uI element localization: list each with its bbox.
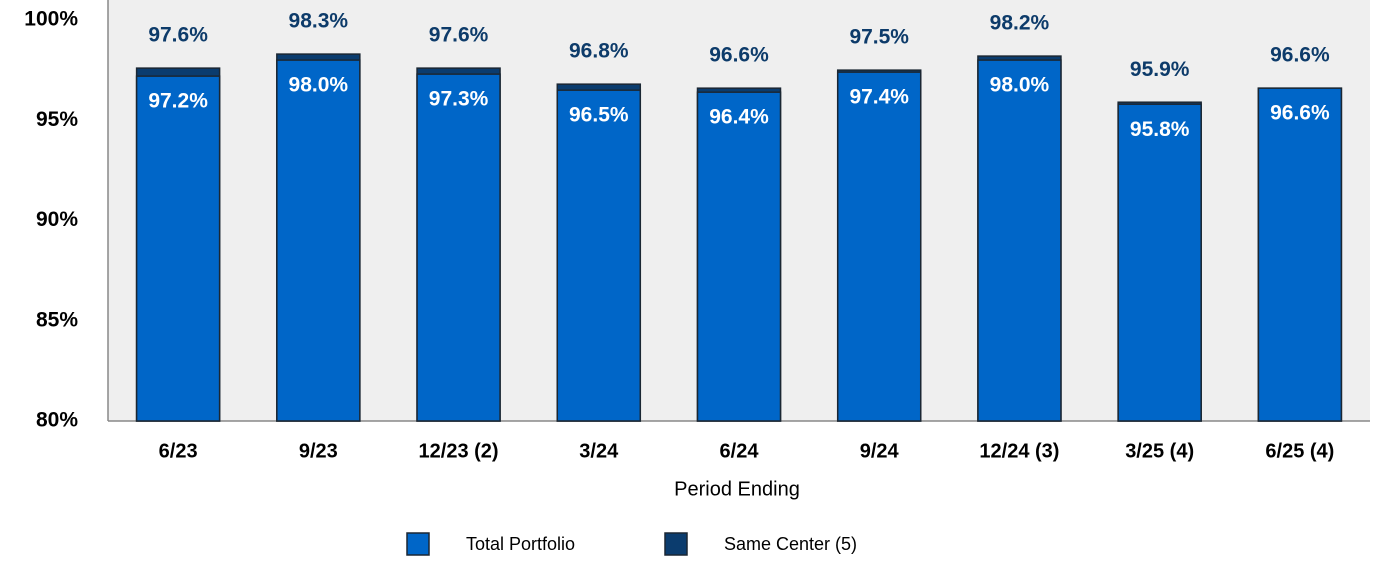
value-label: 96.6% xyxy=(1270,102,1330,125)
bar xyxy=(836,71,922,422)
bar xyxy=(276,59,361,422)
bar xyxy=(1117,103,1202,422)
x-tick-label: 3/24 xyxy=(579,440,619,462)
x-tick-label: 9/23 xyxy=(299,440,338,462)
value-label: 98.0% xyxy=(990,74,1050,97)
value-label: 96.8% xyxy=(569,40,629,63)
value-label: 95.9% xyxy=(1130,58,1190,81)
value-label: 97.2% xyxy=(148,90,208,113)
value-label: 98.0% xyxy=(289,74,349,97)
legend-label: Total Portfolio xyxy=(466,534,575,554)
y-tick-label: 100% xyxy=(24,8,78,31)
legend-label: Same Center (5) xyxy=(724,534,857,554)
legend-swatch xyxy=(406,532,430,556)
value-label: 95.8% xyxy=(1130,118,1190,141)
x-tick-label: 12/23 (2) xyxy=(419,440,499,462)
value-label: 97.3% xyxy=(429,88,489,111)
bar xyxy=(696,91,782,422)
x-tick-label: 12/24 (3) xyxy=(979,440,1059,462)
x-axis-title: Period Ending xyxy=(674,478,800,500)
value-label: 96.5% xyxy=(569,104,629,127)
y-tick-label: 90% xyxy=(36,208,78,231)
x-tick-label: 3/25 (4) xyxy=(1125,440,1194,462)
value-label: 97.4% xyxy=(849,86,909,109)
value-label: 98.2% xyxy=(990,12,1050,35)
x-tick-label: 6/24 xyxy=(720,440,760,462)
legend-swatch xyxy=(664,532,688,556)
y-tick-label: 95% xyxy=(36,108,78,131)
y-tick-label: 80% xyxy=(36,409,78,432)
value-label: 97.5% xyxy=(849,26,909,49)
bar xyxy=(416,73,501,422)
bar xyxy=(556,89,642,422)
x-tick-label: 6/23 xyxy=(159,440,198,462)
value-label: 96.4% xyxy=(709,106,769,129)
value-label: 97.6% xyxy=(429,24,489,47)
y-tick-label: 85% xyxy=(36,308,78,331)
value-label: 97.6% xyxy=(148,24,208,47)
bar xyxy=(1257,87,1343,422)
bar xyxy=(977,59,1062,422)
bar xyxy=(135,75,221,422)
value-label: 96.6% xyxy=(1270,44,1330,67)
value-label: 98.3% xyxy=(289,10,349,33)
x-tick-label: 6/25 (4) xyxy=(1265,440,1334,462)
value-label: 96.6% xyxy=(709,44,769,67)
x-tick-label: 9/24 xyxy=(860,440,900,462)
